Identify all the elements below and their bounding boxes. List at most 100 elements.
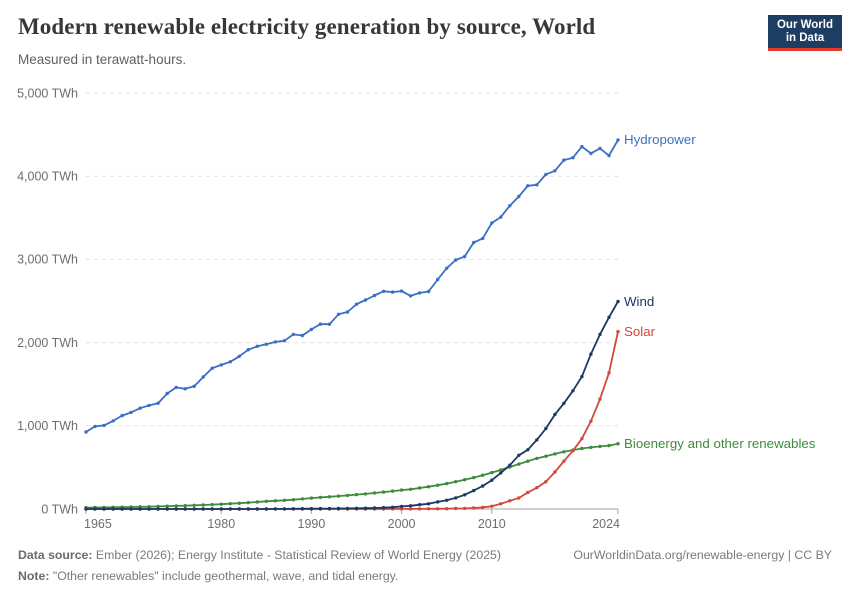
data-point bbox=[84, 507, 88, 511]
data-point bbox=[544, 480, 548, 484]
data-point bbox=[264, 342, 268, 346]
data-point bbox=[102, 507, 106, 511]
data-point bbox=[156, 507, 160, 511]
data-point bbox=[201, 507, 205, 511]
data-point bbox=[472, 488, 476, 493]
data-point bbox=[354, 506, 359, 510]
data-point bbox=[571, 389, 575, 393]
data-point bbox=[544, 426, 548, 431]
data-point bbox=[138, 406, 142, 410]
y-tick-label: 4,000 TWh bbox=[17, 170, 78, 184]
series-label-solar[interactable]: Solar bbox=[624, 323, 656, 339]
series-line-solar[interactable] bbox=[85, 330, 619, 510]
data-point bbox=[454, 496, 458, 500]
data-point bbox=[228, 507, 232, 511]
data-point bbox=[454, 480, 458, 484]
data-point bbox=[138, 507, 142, 511]
data-point bbox=[84, 430, 88, 434]
x-tick-label: 2010 bbox=[478, 517, 506, 531]
y-tick-label: 3,000 TWh bbox=[17, 253, 78, 267]
data-point bbox=[408, 507, 413, 511]
data-point bbox=[562, 158, 566, 162]
data-point bbox=[300, 497, 305, 501]
data-point bbox=[255, 500, 259, 504]
data-point bbox=[255, 344, 259, 348]
series-line-hydropower[interactable] bbox=[85, 139, 619, 433]
data-point bbox=[282, 339, 287, 343]
data-point bbox=[309, 327, 314, 332]
data-point bbox=[282, 507, 287, 511]
footer-note-text: "Other renewables" include geothermal, w… bbox=[49, 569, 399, 583]
data-point bbox=[363, 506, 368, 510]
data-point bbox=[174, 507, 178, 511]
series-dots-bioenergy-and-other-renewables bbox=[84, 442, 620, 510]
data-point bbox=[535, 456, 539, 461]
data-point bbox=[445, 481, 449, 486]
data-point bbox=[318, 506, 323, 511]
data-point bbox=[327, 322, 332, 326]
series-line-bioenergy-and-other-renewables[interactable] bbox=[85, 442, 619, 509]
data-point bbox=[481, 473, 485, 477]
data-point bbox=[508, 204, 512, 208]
data-point bbox=[408, 504, 413, 508]
data-point bbox=[517, 453, 521, 457]
data-point bbox=[228, 502, 232, 506]
data-point bbox=[589, 445, 593, 450]
owid-logo[interactable]: Our World in Data bbox=[768, 15, 842, 51]
data-point bbox=[544, 172, 548, 177]
data-point bbox=[345, 310, 350, 314]
data-point bbox=[273, 507, 278, 511]
data-point bbox=[472, 240, 476, 245]
data-point bbox=[255, 507, 259, 511]
data-point bbox=[553, 412, 557, 417]
data-point bbox=[598, 397, 602, 401]
data-point bbox=[165, 507, 169, 511]
data-point bbox=[354, 302, 359, 306]
data-point bbox=[291, 507, 296, 511]
data-point bbox=[210, 366, 214, 370]
data-point bbox=[580, 144, 584, 149]
series-label-wind[interactable]: Wind bbox=[624, 293, 655, 309]
data-point bbox=[426, 289, 431, 294]
data-point bbox=[463, 493, 467, 497]
data-point bbox=[445, 498, 449, 502]
series-label-bioenergy[interactable]: Bioenergy and other renewables bbox=[624, 435, 816, 451]
data-point bbox=[399, 504, 404, 509]
data-point bbox=[553, 452, 557, 456]
data-point bbox=[463, 254, 467, 259]
data-point bbox=[499, 471, 503, 475]
owid-logo-line2: in Data bbox=[785, 31, 825, 44]
data-point bbox=[535, 438, 539, 442]
data-point bbox=[309, 507, 314, 511]
data-point bbox=[129, 410, 133, 415]
data-point bbox=[417, 507, 422, 511]
data-point bbox=[165, 391, 169, 396]
data-point bbox=[499, 502, 503, 506]
data-point bbox=[490, 504, 494, 508]
data-point bbox=[237, 507, 241, 511]
data-point bbox=[553, 169, 557, 173]
data-point bbox=[318, 322, 323, 326]
data-point bbox=[517, 194, 521, 199]
data-point bbox=[102, 423, 106, 428]
data-point bbox=[192, 503, 196, 507]
data-point bbox=[463, 478, 467, 482]
data-point bbox=[300, 507, 305, 511]
owid-logo-stripe bbox=[768, 48, 842, 51]
series-line-wind[interactable] bbox=[85, 300, 619, 510]
data-point bbox=[589, 352, 593, 356]
data-point bbox=[454, 258, 458, 262]
series-label-hydropower[interactable]: Hydropower bbox=[624, 132, 696, 147]
footer-link[interactable]: OurWorldinData.org/renewable-energy | CC… bbox=[573, 548, 832, 562]
data-point bbox=[408, 487, 413, 491]
footer-note-line: Note: "Other renewables" include geother… bbox=[18, 569, 398, 583]
data-point bbox=[246, 348, 250, 352]
data-point bbox=[219, 502, 223, 506]
data-point bbox=[598, 332, 602, 337]
data-point bbox=[607, 153, 611, 158]
data-point bbox=[526, 459, 530, 463]
data-point bbox=[417, 486, 422, 490]
data-point bbox=[562, 459, 566, 463]
data-point bbox=[616, 329, 620, 334]
